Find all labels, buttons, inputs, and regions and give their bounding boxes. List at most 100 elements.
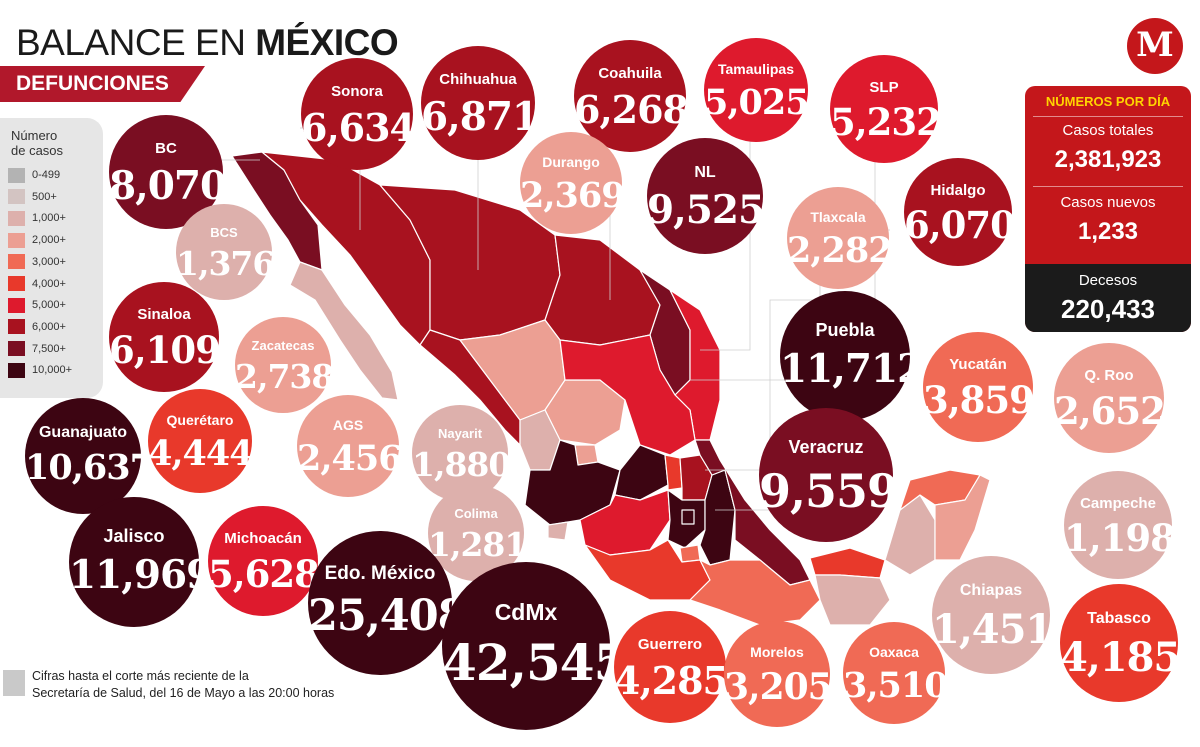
state-name: Durango: [542, 154, 600, 170]
state-bubble: Sonora 6,634: [301, 58, 416, 170]
state-bubble: Tlaxcala 2,282: [787, 187, 893, 289]
state-name: Morelos: [750, 644, 804, 660]
legend-swatch: [8, 210, 25, 226]
state-name: Sinaloa: [137, 306, 191, 323]
footnote-line-2: Secretaría de Salud, del 16 de Mayo a la…: [32, 686, 335, 700]
legend-item: 4,000+: [8, 275, 66, 293]
state-value: 3,510: [843, 665, 949, 706]
state-value: 4,185: [1060, 634, 1181, 681]
state-bubble: Coahuila 6,268: [574, 40, 689, 152]
legend-item: 3,000+: [8, 253, 66, 271]
map-state-colima: [547, 521, 569, 541]
state-value: 10,637: [25, 447, 154, 488]
state-value: 3,859: [923, 378, 1035, 422]
state-name: AGS: [332, 417, 364, 433]
state-bubble: Q. Roo 2,652: [1054, 343, 1166, 453]
legend-item: 6,000+: [8, 318, 66, 336]
deaths-label: Decesos: [1078, 272, 1138, 289]
state-name: Jalisco: [103, 526, 165, 546]
state-bubble: Tamaulipas 5,025: [704, 38, 810, 142]
total-cases-value: 2,381,923: [1054, 146, 1162, 173]
state-name: Guerrero: [637, 636, 703, 653]
state-value: 11,712: [780, 346, 924, 392]
map-state-bcs: [289, 261, 399, 401]
title-part-2: MÉXICO: [255, 22, 399, 63]
state-value: 8,070: [109, 163, 227, 209]
footnote-line-1: Cifras hasta el corte más reciente de la: [32, 669, 249, 683]
state-name: Edo. México: [324, 563, 436, 584]
state-name: Q. Roo: [1084, 367, 1134, 384]
legend-label: 0-499: [32, 169, 61, 181]
state-name: Coahuila: [598, 65, 662, 82]
state-bubble: AGS 2,456: [297, 395, 403, 497]
state-bubble: Querétaro 4,444: [148, 389, 254, 493]
legend-label: 3,000+: [32, 255, 66, 268]
state-value: 4,444: [148, 433, 254, 474]
state-value: 2,738: [235, 357, 334, 396]
map-state-coahuila: [544, 234, 661, 346]
legend-item: 5,000+: [8, 296, 66, 314]
state-name: Tamaulipas: [718, 61, 794, 77]
legend-label: 7,500+: [32, 342, 66, 355]
legend-swatch: [8, 189, 25, 205]
new-cases-value: 1,233: [1077, 218, 1139, 245]
state-bubble: BCS 1,376: [176, 204, 275, 300]
state-value: 6,268: [574, 87, 689, 132]
state-value: 5,025: [704, 82, 810, 123]
state-value: 1,880: [412, 445, 511, 484]
state-name: Puebla: [815, 320, 875, 340]
legend-swatch: [8, 276, 25, 291]
title-part-1: BALANCE EN: [16, 22, 256, 63]
page-title: BALANCE EN MÉXICO: [16, 22, 399, 64]
legend-item: 7,500+: [8, 340, 66, 358]
legend-title-line-1: Número: [11, 128, 58, 143]
deaths-value: 220,433: [1061, 294, 1155, 324]
footnote-marker: [3, 670, 25, 696]
map-state-chiapas: [814, 574, 891, 626]
state-name: Hidalgo: [930, 182, 986, 199]
state-value: 9,525: [647, 187, 765, 233]
new-cases-label: Casos nuevos: [1060, 194, 1156, 211]
state-bubble: Guanajuato 10,637: [25, 398, 154, 514]
state-bubble: Hidalgo 6,070: [904, 158, 1016, 266]
subtitle-bar: [0, 66, 205, 102]
milenio-logo: M: [1127, 18, 1183, 74]
map-state-queretaro: [664, 454, 683, 491]
state-name: Querétaro: [166, 412, 234, 428]
state-value: 1,451: [932, 606, 1053, 653]
state-bubble: Yucatán 3,859: [923, 332, 1035, 442]
state-name: Tlaxcala: [810, 209, 866, 225]
state-name: Chihuahua: [439, 71, 517, 88]
state-name: Campeche: [1080, 495, 1156, 512]
state-name: SLP: [869, 79, 899, 96]
state-value: 6,070: [904, 203, 1016, 247]
stats-divider: [1033, 116, 1183, 117]
map-state-qroo: [934, 474, 991, 561]
state-name: Colima: [454, 506, 498, 521]
state-bubble: Tabasco 4,185: [1060, 584, 1181, 702]
map-state-morelos: [679, 544, 701, 563]
state-value: 42,545: [442, 633, 628, 692]
state-bubble: Sinaloa 6,109: [109, 282, 221, 392]
state-value: 25,408: [308, 591, 468, 641]
legend-label: 500+: [32, 190, 57, 203]
legend-item: 10,000+: [8, 361, 72, 379]
total-cases-label: Casos totales: [1062, 122, 1154, 139]
state-value: 5,628: [208, 552, 320, 596]
legend-swatch: [8, 319, 25, 335]
state-bubble: Guerrero 4,285: [614, 611, 729, 723]
state-bubble: Puebla 11,712: [780, 291, 924, 421]
legend-label: 4,000+: [32, 277, 66, 290]
map-state-slp: [559, 334, 696, 456]
state-value: 2,369: [520, 175, 626, 216]
state-name: Chiapas: [959, 582, 1023, 599]
legend-label: 2,000+: [32, 234, 66, 247]
daily-numbers-panel: NÚMEROS POR DÍA Casos totales 2,381,923 …: [1025, 86, 1191, 332]
map-state-guanajuato: [614, 444, 669, 501]
state-bubble: CdMx 42,545: [442, 562, 628, 730]
state-name: Oaxaca: [869, 644, 919, 660]
state-name: Sonora: [331, 83, 383, 100]
state-bubble: SLP 5,232: [830, 55, 942, 163]
state-value: 9,559: [759, 464, 899, 518]
